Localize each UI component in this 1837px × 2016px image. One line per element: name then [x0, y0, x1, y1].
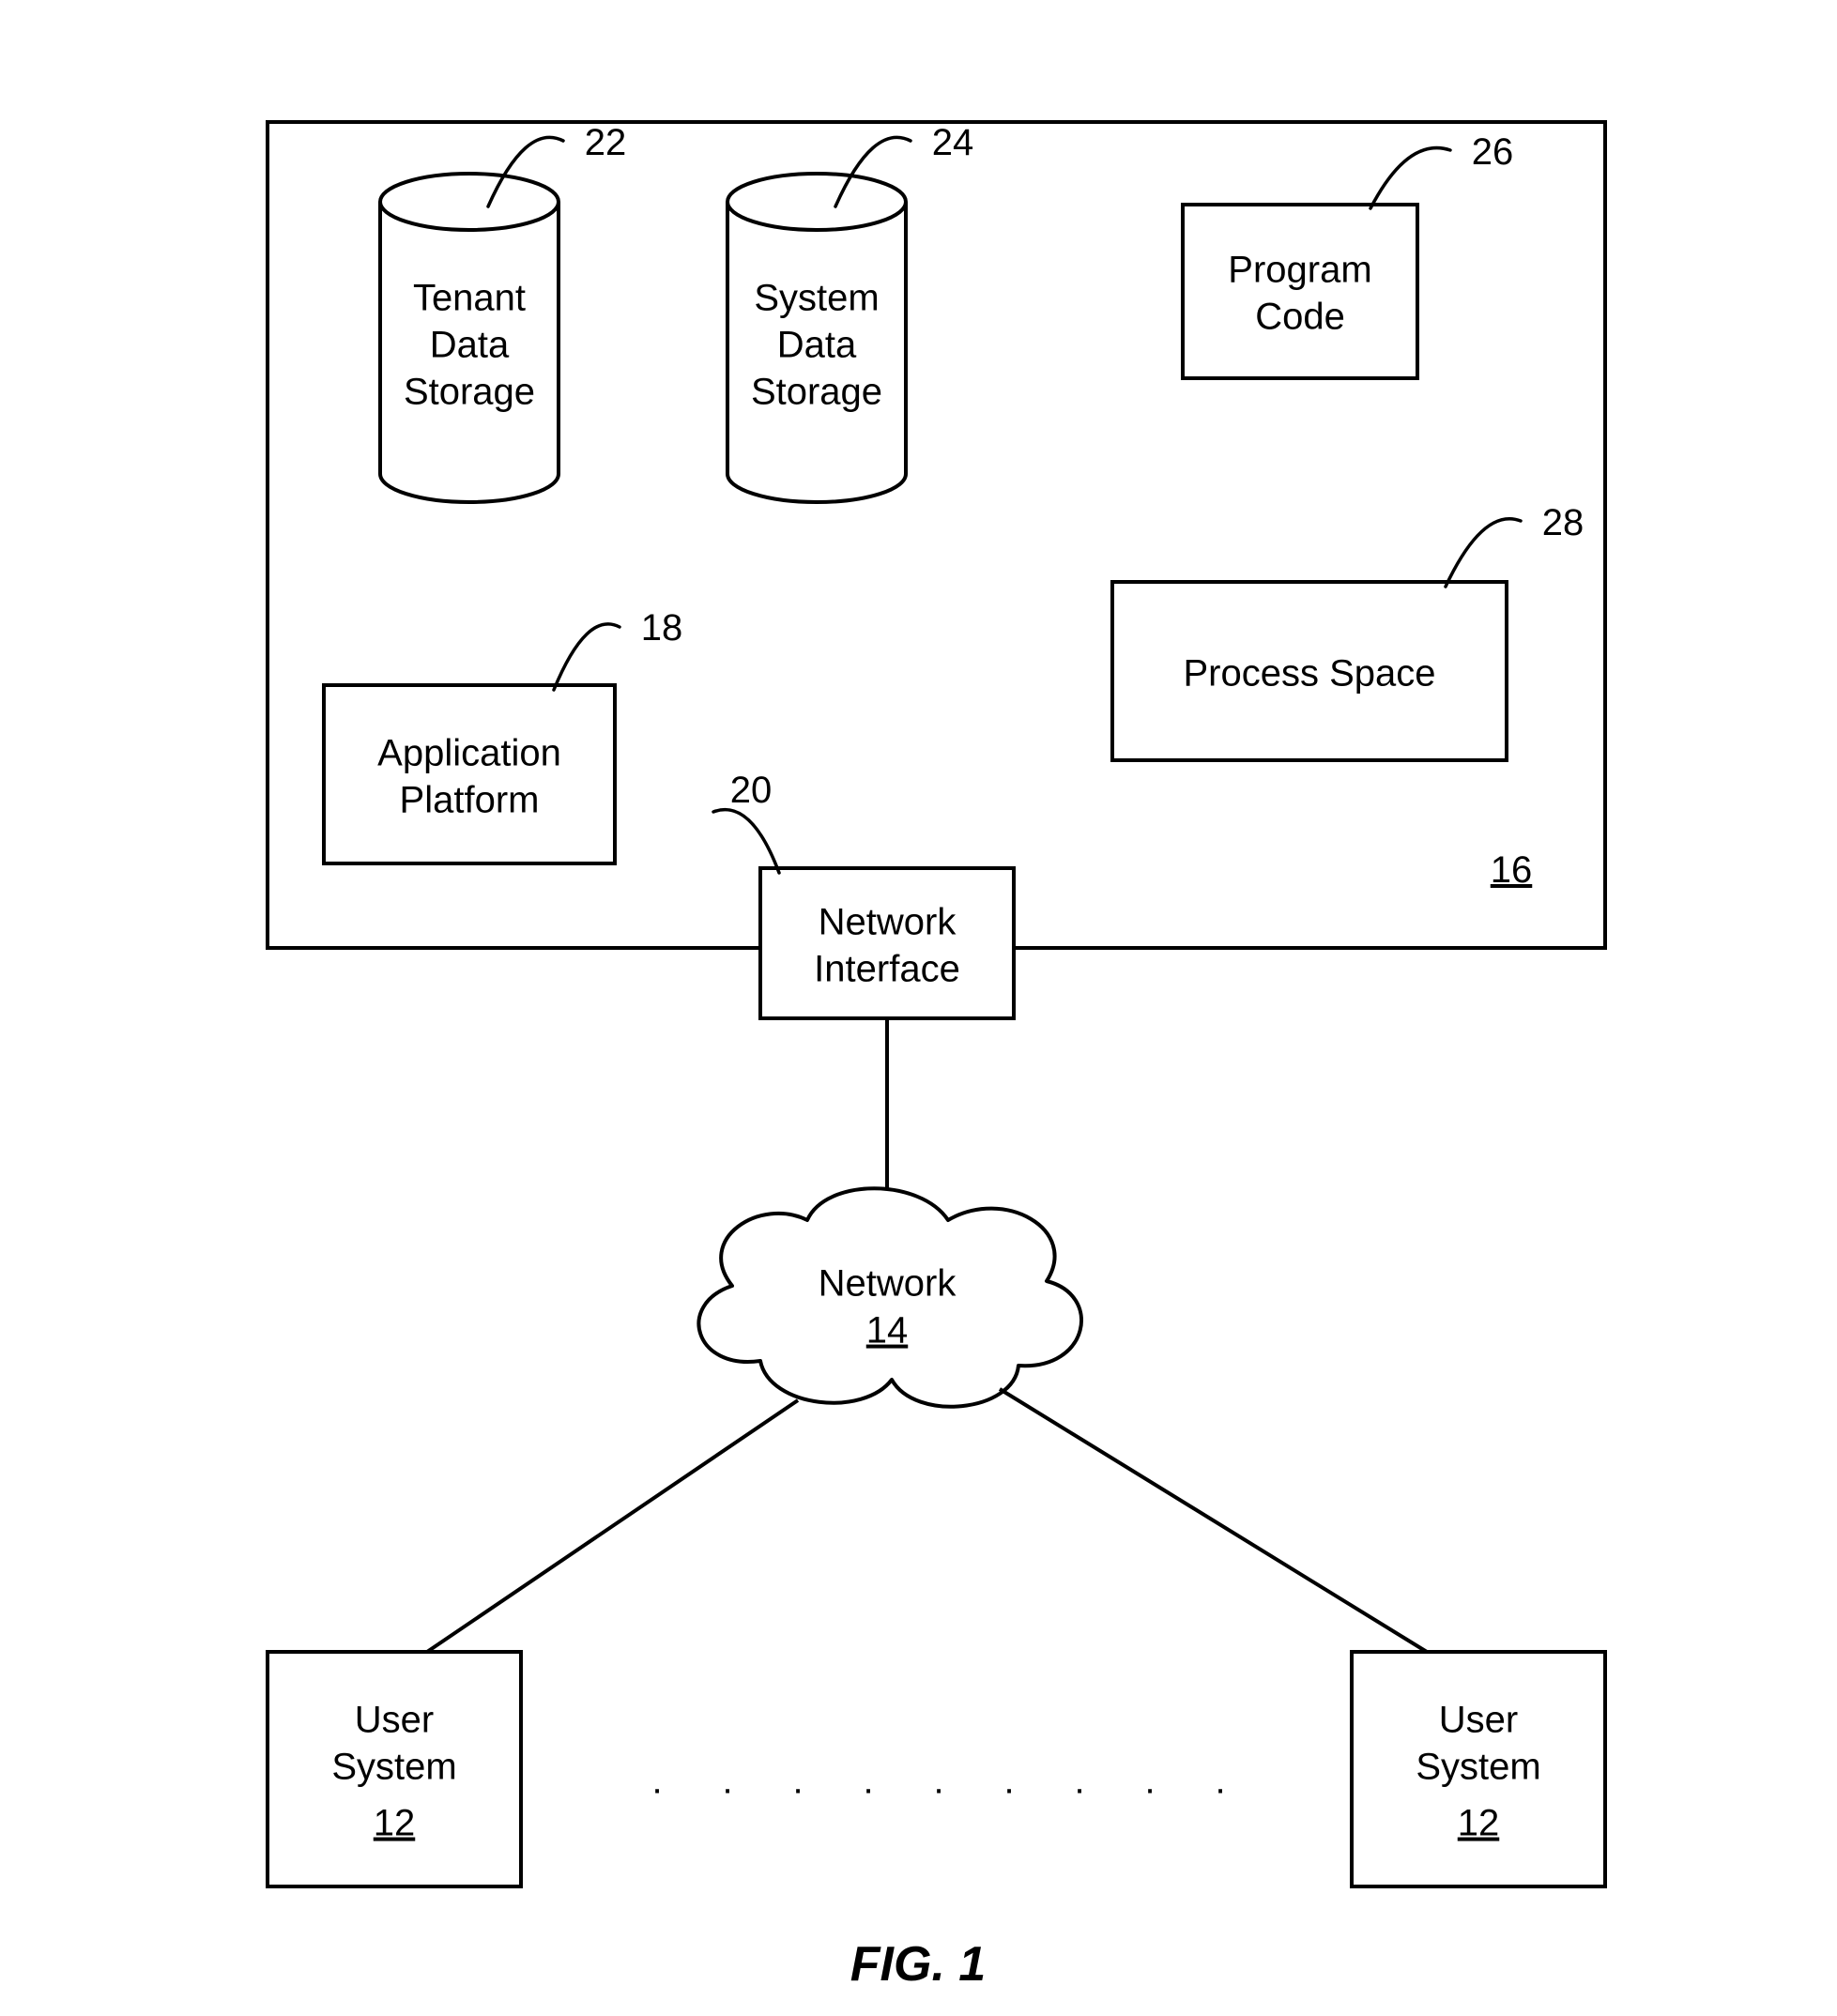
- svg-text:.: .: [933, 1761, 943, 1802]
- ellipsis-dots: .........: [651, 1761, 1225, 1802]
- ref-26: 26: [1472, 131, 1514, 173]
- network-cloud: Network 14: [698, 1188, 1081, 1406]
- figure-1: 16 Tenant Data Storage 22 System Data St…: [0, 0, 1837, 2016]
- svg-text:System: System: [754, 278, 879, 319]
- svg-text:Data: Data: [777, 325, 857, 366]
- ref-12-left: 12: [374, 1803, 416, 1844]
- figure-caption: FIG. 1: [850, 1937, 986, 1992]
- system-data-storage: System Data Storage 24: [727, 122, 973, 502]
- ref-14: 14: [866, 1310, 909, 1352]
- edge-network-user-right: [1000, 1389, 1427, 1652]
- svg-text:.: .: [722, 1761, 732, 1802]
- process-space: Process Space 28: [1112, 502, 1584, 760]
- program-code: Program Code 26: [1183, 131, 1513, 378]
- svg-text:User: User: [355, 1700, 434, 1741]
- ref-28: 28: [1542, 502, 1584, 543]
- svg-text:System: System: [331, 1747, 456, 1788]
- user-system-right: User System 12: [1352, 1652, 1605, 1886]
- svg-text:Network: Network: [819, 902, 957, 943]
- edge-network-user-left: [427, 1400, 798, 1652]
- svg-text:.: .: [863, 1761, 873, 1802]
- svg-text:Storage: Storage: [751, 372, 882, 413]
- svg-text:Network: Network: [819, 1263, 957, 1305]
- ref-20: 20: [730, 770, 773, 811]
- svg-text:User: User: [1439, 1700, 1518, 1741]
- svg-text:.: .: [1144, 1761, 1155, 1802]
- ref-24: 24: [932, 122, 974, 163]
- ref-12-right: 12: [1458, 1803, 1500, 1844]
- svg-text:Data: Data: [430, 325, 510, 366]
- svg-text:Program: Program: [1228, 250, 1371, 291]
- user-system-left: User System 12: [268, 1652, 521, 1886]
- tenant-data-storage: Tenant Data Storage 22: [380, 122, 626, 502]
- ref-16: 16: [1491, 849, 1533, 891]
- svg-text:System: System: [1416, 1747, 1540, 1788]
- svg-text:Code: Code: [1255, 297, 1345, 338]
- svg-text:.: .: [1215, 1761, 1225, 1802]
- svg-text:.: .: [1003, 1761, 1014, 1802]
- svg-text:Interface: Interface: [814, 949, 960, 990]
- svg-text:.: .: [792, 1761, 803, 1802]
- svg-text:Application: Application: [377, 733, 561, 774]
- svg-text:Storage: Storage: [404, 372, 535, 413]
- ref-18: 18: [641, 607, 683, 649]
- ref-22: 22: [585, 122, 627, 163]
- svg-text:Tenant: Tenant: [413, 278, 526, 319]
- application-platform: Application Platform 18: [324, 607, 682, 863]
- svg-text:Platform: Platform: [400, 780, 540, 821]
- svg-text:Process Space: Process Space: [1183, 653, 1435, 695]
- svg-text:.: .: [651, 1761, 662, 1802]
- network-interface: Network Interface 20: [713, 770, 1014, 1018]
- svg-text:.: .: [1074, 1761, 1084, 1802]
